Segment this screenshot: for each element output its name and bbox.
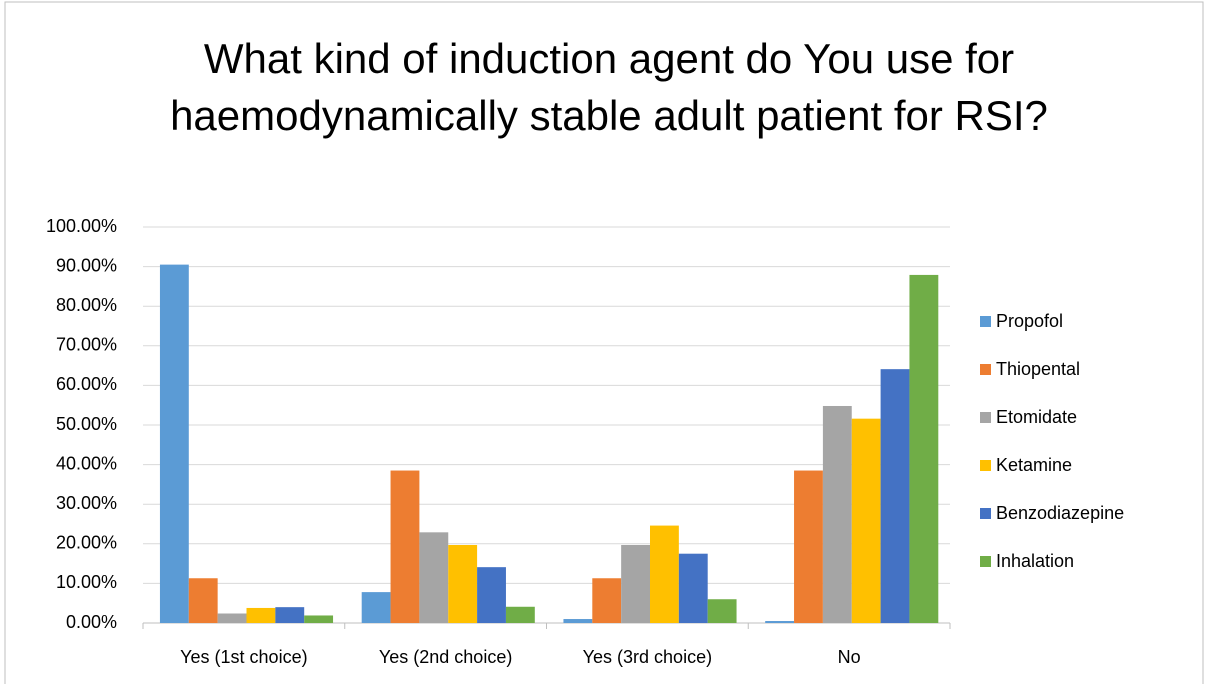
y-tick-label: 70.00% <box>56 335 117 355</box>
y-tick-label: 90.00% <box>56 255 117 275</box>
y-tick-label: 40.00% <box>56 453 117 473</box>
bar <box>563 619 593 623</box>
bar <box>707 599 737 623</box>
x-tick-label: Yes (1st choice) <box>180 647 307 667</box>
bar <box>390 470 420 623</box>
bar <box>765 621 795 623</box>
bar <box>909 274 939 623</box>
bar <box>880 369 910 623</box>
legend-label: Thiopental <box>996 359 1080 379</box>
bar <box>448 544 478 623</box>
bar <box>649 525 679 623</box>
bar <box>419 532 449 623</box>
legend-swatch <box>980 364 991 375</box>
y-tick-label: 80.00% <box>56 295 117 315</box>
bar <box>361 592 391 623</box>
legend-swatch <box>980 460 991 471</box>
legend-swatch <box>980 556 991 567</box>
bar <box>246 607 276 623</box>
x-tick-label: Yes (2nd choice) <box>379 647 512 667</box>
y-tick-label: 10.00% <box>56 572 117 592</box>
bar <box>822 405 852 623</box>
legend-label: Inhalation <box>996 551 1074 571</box>
bar <box>678 553 708 623</box>
bar <box>304 615 334 623</box>
y-tick-label: 60.00% <box>56 374 117 394</box>
bar <box>477 567 506 623</box>
y-tick-label: 30.00% <box>56 493 117 513</box>
y-tick-label: 20.00% <box>56 533 117 553</box>
y-tick-label: 100.00% <box>46 216 117 236</box>
chart-border <box>4 1 1204 684</box>
x-tick-label: Yes (3rd choice) <box>583 647 712 667</box>
x-tick-label: No <box>838 647 861 667</box>
bar <box>592 578 622 623</box>
bar <box>159 264 189 623</box>
legend-swatch <box>980 508 991 519</box>
legend-swatch <box>980 412 991 423</box>
legend-swatch <box>980 316 991 327</box>
legend-label: Ketamine <box>996 455 1072 475</box>
bar <box>505 606 535 623</box>
legend-label: Propofol <box>996 311 1063 331</box>
legend-label: Benzodiazepine <box>996 503 1124 523</box>
bar <box>188 578 218 623</box>
chart-title: What kind of induction agent do You use … <box>170 35 1048 139</box>
y-tick-label: 0.00% <box>66 612 117 632</box>
bar <box>621 544 650 623</box>
bar <box>275 607 305 623</box>
y-tick-label: 50.00% <box>56 414 117 434</box>
bar <box>217 613 247 623</box>
legend-label: Etomidate <box>996 407 1077 427</box>
bar <box>794 470 823 623</box>
bar <box>851 418 881 623</box>
